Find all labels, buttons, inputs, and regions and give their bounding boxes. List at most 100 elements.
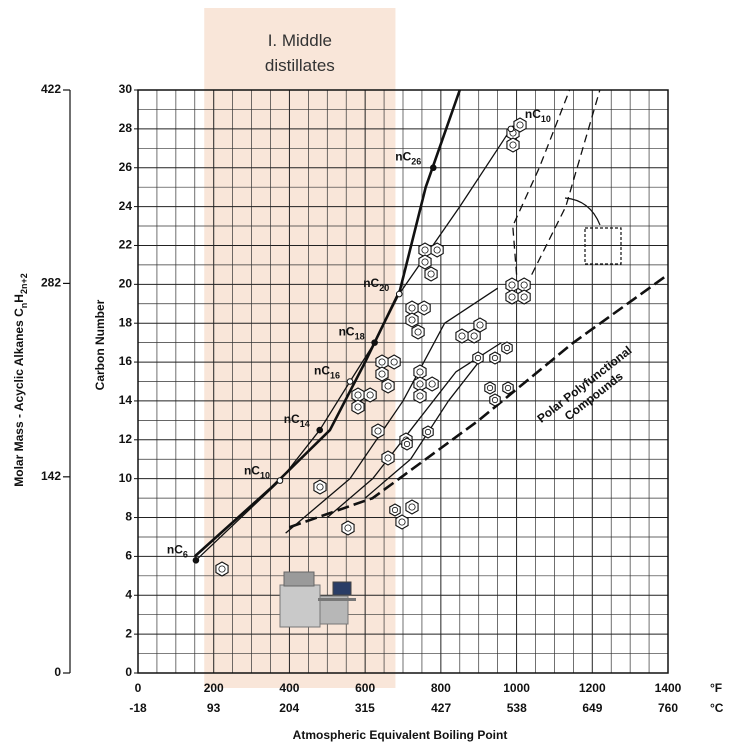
data-point [371, 339, 378, 346]
y-tick-label: 12 [119, 432, 133, 446]
data-point [192, 556, 200, 564]
molecule-ring [484, 381, 496, 395]
porphyrin-arrow [564, 197, 601, 226]
molecule-inner [491, 354, 499, 362]
y-tick-label: 24 [119, 199, 133, 213]
instrument-table [318, 598, 356, 601]
y-tick-label: 26 [119, 160, 133, 174]
y-tick-label: 2 [125, 626, 132, 640]
molecule-ring [489, 351, 501, 365]
y-tick-label: 4 [125, 587, 132, 601]
molecule-inner [420, 304, 428, 312]
x2-tick-label: 649 [582, 701, 602, 715]
curve [512, 89, 571, 275]
molecule-inner [491, 396, 499, 404]
y-tick-label: 0 [125, 665, 132, 679]
y-tick-label: 28 [119, 121, 133, 135]
y-tick-label: 10 [119, 471, 133, 485]
data-point [507, 125, 515, 133]
molecule-inner [354, 403, 362, 411]
molecule-inner [520, 281, 528, 289]
y-tick-label: 18 [119, 315, 133, 329]
molecule-ring [501, 341, 513, 355]
molecule-inner [384, 382, 392, 390]
molecule-inner [428, 380, 436, 388]
molecule-inner [424, 428, 432, 436]
molecule-ring [473, 317, 487, 333]
x-tick-label: 800 [431, 681, 451, 695]
molecule-ring [425, 376, 439, 392]
instrument-top [283, 571, 315, 587]
molecule-inner [503, 344, 511, 352]
y2-tick-label: 282 [41, 276, 61, 290]
molecule-inner [416, 368, 424, 376]
molecule-ring [513, 117, 527, 133]
molecule-inner [384, 454, 392, 462]
molecule-inner [398, 518, 406, 526]
point-label: nC26 [395, 150, 421, 167]
data-point [316, 426, 324, 434]
molecule-inner [374, 427, 382, 435]
molecule-ring [371, 423, 385, 439]
molecule-inner [316, 483, 324, 491]
molecule-inner [520, 293, 528, 301]
molecule-inner [354, 391, 362, 399]
molecule-ring [411, 324, 425, 340]
molecule-ring [502, 381, 514, 395]
y-tick-label: 14 [119, 393, 133, 407]
molecule-ring [375, 366, 389, 382]
molecule-inner [504, 384, 512, 392]
molecule-ring [405, 499, 419, 515]
molecule-ring [351, 399, 365, 415]
molecule-ring [313, 479, 327, 495]
x-tick-label: 400 [279, 681, 299, 695]
molecule-ring [472, 351, 484, 365]
y2-tick-label: 142 [41, 469, 61, 483]
molecule-inner [433, 246, 441, 254]
x2-tick-label: -18 [129, 701, 147, 715]
molecule-inner [378, 370, 386, 378]
molecule-ring [422, 425, 434, 439]
molecule-inner [421, 258, 429, 266]
x-tick-label: 0 [135, 681, 142, 695]
molecule-inner [474, 354, 482, 362]
molecule-ring [341, 520, 355, 536]
point-label: nC14 [284, 412, 310, 429]
y-axis-title: Carbon Number [93, 299, 107, 390]
x-tick-label: 1400 [655, 681, 682, 695]
y2-axis-title: Molar Mass - Acyclic Alkanes CnH2n+2 [12, 273, 29, 486]
molecule-inner [416, 380, 424, 388]
curve [195, 128, 512, 561]
molecule-inner [421, 246, 429, 254]
molecule-inner [416, 392, 424, 400]
data-point [395, 290, 403, 298]
molecule-inner [344, 524, 352, 532]
x2-tick-label: 760 [658, 701, 678, 715]
molecule-ring [506, 137, 520, 153]
molecule-inner [470, 332, 478, 340]
molecule-inner [390, 358, 398, 366]
point-label: nC16 [314, 364, 340, 381]
y-tick-label: 20 [119, 277, 133, 291]
curve [531, 89, 601, 275]
molecule-inner [508, 281, 516, 289]
molecule-inner [508, 293, 516, 301]
molecule-ring [381, 450, 395, 466]
molecule-inner [476, 321, 484, 329]
y-tick-label: 6 [125, 549, 132, 563]
molecule-ring [489, 393, 501, 407]
curve [288, 273, 669, 529]
y-tick-label: 22 [119, 238, 133, 252]
molecule-inner [458, 332, 466, 340]
molecule-inner [408, 316, 416, 324]
curve [326, 342, 502, 519]
molecule-ring [405, 312, 419, 328]
molecule-ring [455, 328, 469, 344]
molecule-inner [391, 506, 399, 514]
molecule-ring [401, 437, 413, 451]
molecule-inner [218, 565, 226, 573]
x-tick-label: 1000 [503, 681, 530, 695]
plot-frame [137, 89, 669, 674]
y2-tick-label: 422 [41, 82, 61, 96]
